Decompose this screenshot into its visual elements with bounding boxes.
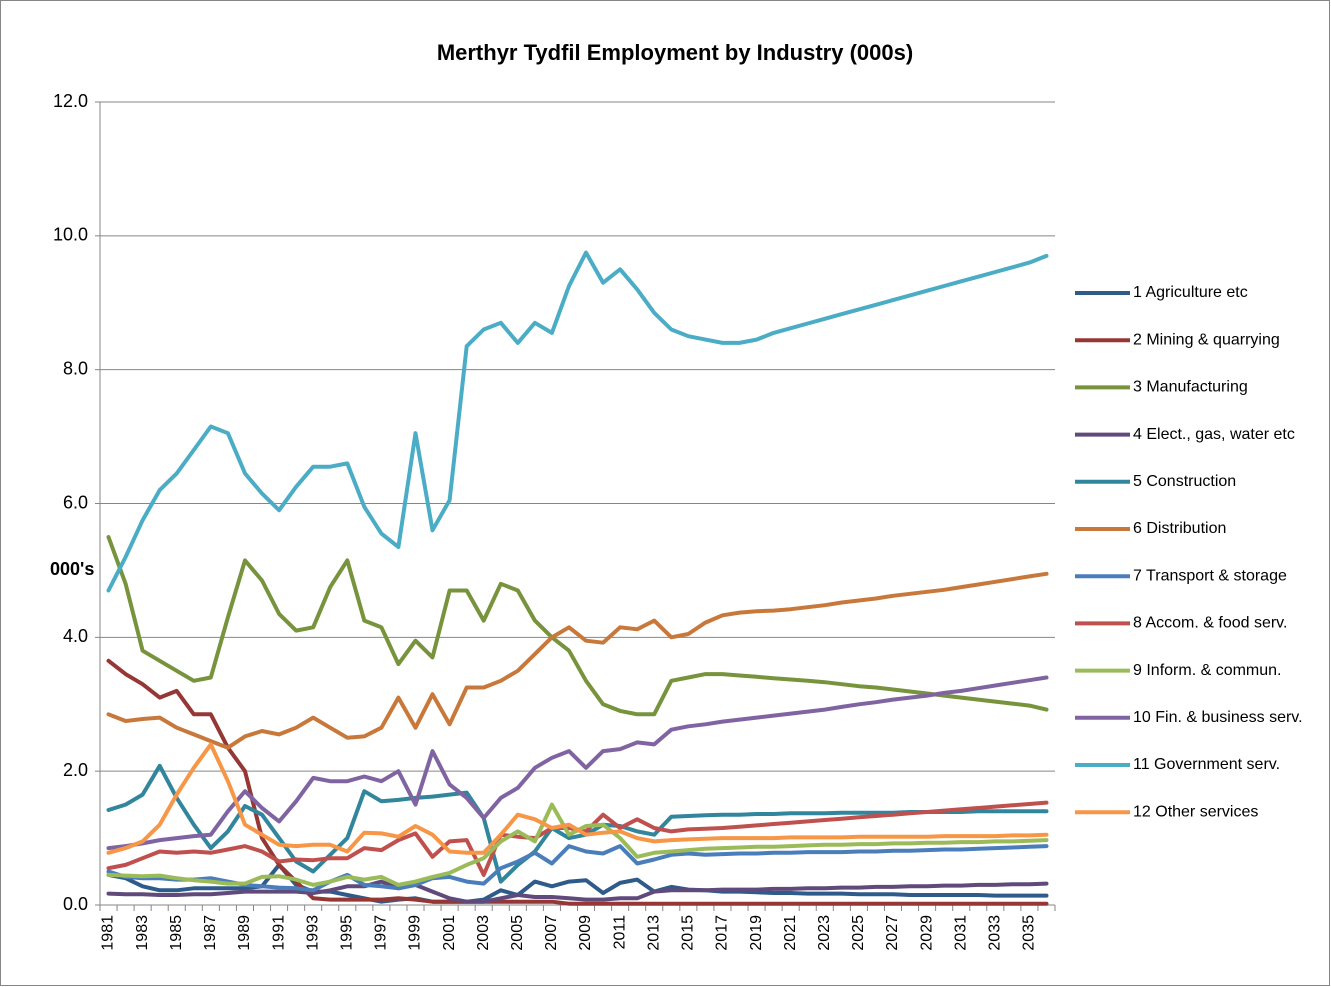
x-tick-label: 2017	[714, 915, 731, 951]
legend-label: 1 Agriculture etc	[1133, 284, 1248, 301]
y-tick-label: 6.0	[63, 492, 88, 512]
y-tick-label: 10.0	[53, 225, 88, 245]
x-tick-label: 2015	[680, 915, 697, 951]
x-tick-label: 2001	[441, 915, 458, 951]
series-line	[106, 763, 1049, 884]
legend-label: 8 Accom. & food serv.	[1133, 615, 1287, 632]
y-tick-label: 8.0	[63, 358, 88, 378]
series-line	[106, 879, 1049, 904]
x-tick-label: 1989	[236, 915, 253, 951]
x-tick-label: 1981	[100, 915, 117, 951]
y-tick-label: 12.0	[53, 91, 88, 111]
x-tick-label: 2029	[918, 915, 935, 951]
legend-label: 6 Distribution	[1133, 520, 1226, 537]
x-tick-label: 2003	[475, 915, 492, 951]
x-tick-label: 1987	[202, 915, 219, 951]
x-tick-label: 1997	[373, 915, 390, 951]
legend-label: 3 Manufacturing	[1133, 379, 1248, 396]
x-tick-label: 1991	[270, 915, 287, 951]
x-tick-label: 2033	[987, 915, 1004, 951]
x-tick-label: 2011	[611, 915, 628, 950]
x-tick-label: 2031	[952, 915, 969, 951]
x-tick-label: 2009	[577, 915, 594, 951]
series-line	[106, 675, 1049, 851]
x-tick-label: 1993	[304, 915, 321, 951]
legend-label: 10 Fin. & business serv.	[1133, 709, 1303, 726]
x-tick-label: 2007	[543, 915, 560, 951]
legend-label: 12 Other services	[1133, 803, 1258, 820]
x-tick-label: 2035	[1021, 915, 1038, 951]
legend-label: 7 Transport & storage	[1133, 567, 1287, 584]
y-tick-label: 4.0	[63, 626, 88, 646]
legend-label: 9 Inform. & commun.	[1133, 662, 1282, 679]
y-axis-label: 000's	[50, 559, 94, 579]
series-line	[106, 571, 1049, 750]
legend-label: 5 Construction	[1133, 473, 1236, 490]
series-line	[106, 862, 1049, 904]
x-tick-label: 1983	[134, 915, 151, 951]
chart-title: Merthyr Tydfil Employment by Industry (0…	[437, 40, 913, 65]
legend-label: 2 Mining & quarrying	[1133, 331, 1280, 348]
series-line	[106, 658, 1049, 906]
series-line	[106, 535, 1049, 717]
x-tick-label: 2021	[782, 915, 799, 951]
legend-label: 4 Elect., gas, water etc	[1133, 426, 1295, 443]
series-line	[106, 742, 1049, 855]
series-line	[106, 250, 1049, 593]
y-tick-label: 2.0	[63, 760, 88, 780]
x-tick-label: 1995	[338, 915, 355, 951]
x-tick-label: 2013	[645, 915, 662, 951]
legend-label: 11 Government serv.	[1133, 756, 1280, 773]
x-tick-label: 2025	[850, 915, 867, 951]
series-line	[106, 844, 1049, 893]
x-tick-label: 2005	[509, 915, 526, 951]
x-tick-label: 2019	[748, 915, 765, 951]
x-tick-label: 2027	[884, 915, 901, 951]
x-tick-label: 2023	[816, 915, 833, 951]
x-tick-label: 1999	[407, 915, 424, 951]
y-tick-label: 0.0	[63, 894, 88, 914]
x-tick-label: 1985	[168, 915, 185, 951]
